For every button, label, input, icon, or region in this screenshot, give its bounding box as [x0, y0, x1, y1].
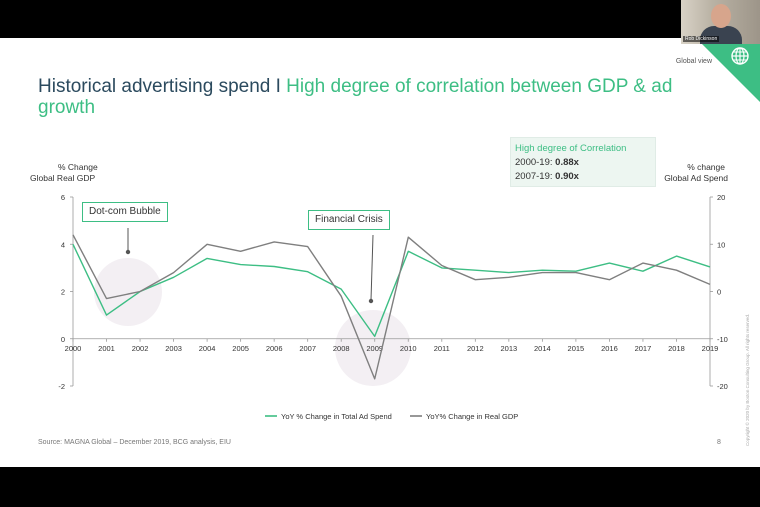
right-axis-label: % change Global Ad Spend — [652, 162, 728, 184]
x-tick-label: 2009 — [366, 344, 383, 353]
x-tick-label: 2005 — [232, 344, 249, 353]
x-tick-label: 2014 — [534, 344, 551, 353]
global-view-label: Global view — [675, 58, 712, 65]
correlation-row-2-value: 0.90x — [555, 171, 579, 182]
title-part2: High degree of correlation between GDP &… — [38, 76, 673, 118]
left-axis-label: % Change Global Real GDP — [30, 162, 98, 184]
x-tick-label: 2017 — [635, 344, 652, 353]
legend-gdp-label: YoY% Change in Real GDP — [426, 412, 518, 421]
left-axis-label-line2: Global Real GDP — [30, 173, 96, 183]
crisis-pointer-dot — [368, 298, 374, 304]
crisis-pointer-line — [370, 234, 374, 301]
x-tick-label: 2018 — [668, 344, 685, 353]
dotcom-pointer-dot — [125, 249, 131, 255]
correlation-row-2: 2007-19: 0.90x — [515, 171, 579, 182]
x-tick-label: 2001 — [98, 344, 115, 353]
x-tick-label: 2015 — [568, 344, 585, 353]
page-title: Historical advertising spend I High degr… — [38, 76, 698, 118]
correlation-box: High degree of Correlation 2000-19: 0.88… — [510, 137, 656, 187]
top-letterbox — [0, 0, 760, 38]
webcam-name: Rob Dickinson — [683, 36, 720, 42]
left-tick-label: 0 — [61, 335, 65, 344]
x-tick-label: 2008 — [333, 344, 350, 353]
slide: Global view Historical advertising spend… — [0, 38, 760, 467]
webcam-person-head — [711, 4, 731, 28]
right-axis-label-line2: Global Ad Spend — [664, 173, 728, 183]
gdp-series-line — [72, 234, 711, 380]
left-tick-label: 2 — [61, 288, 65, 297]
right-axis-label-line1: % change — [687, 162, 725, 172]
correlation-row-1: 2000-19: 0.88x — [515, 157, 579, 168]
x-tick-label: 2002 — [132, 344, 149, 353]
ad-spend-series-line — [72, 244, 711, 338]
x-tick-label: 2007 — [299, 344, 316, 353]
page-number: 8 — [717, 439, 721, 446]
x-tick-label: 2016 — [601, 344, 618, 353]
webcam-thumbnail: Rob Dickinson — [681, 0, 760, 44]
right-tick-label: 10 — [717, 240, 725, 249]
left-axis-label-line1: % Change — [58, 162, 98, 172]
x-tick-label: 2012 — [467, 344, 484, 353]
dotcom-highlight-circle — [94, 258, 162, 326]
title-part1: Historical advertising spend I — [38, 76, 281, 97]
right-tick-label: 0 — [717, 288, 721, 297]
correlation-row-1-label: 2000-19: — [515, 157, 553, 168]
correlation-row-1-value: 0.88x — [555, 157, 579, 168]
bottom-letterbox — [0, 467, 760, 507]
legend-ad-spend-label: YoY % Change in Total Ad Spend — [281, 412, 392, 421]
source-note: Source: MAGNA Global – December 2019, BC… — [38, 439, 231, 446]
corner-accent — [696, 38, 760, 102]
x-tick-label: 2013 — [500, 344, 517, 353]
x-tick-label: 2004 — [199, 344, 216, 353]
left-tick-label: 4 — [61, 240, 65, 249]
correlation-title: High degree of Correlation — [515, 143, 627, 154]
left-tick-label: 6 — [61, 193, 65, 202]
x-tick-label: 2011 — [434, 344, 450, 353]
x-tick-label: 2010 — [400, 344, 417, 353]
globe-icon — [731, 47, 749, 65]
x-tick-label: 2000 — [65, 344, 82, 353]
correlation-row-2-label: 2007-19: — [515, 171, 553, 182]
left-tick-label: -2 — [58, 382, 65, 391]
x-tick-label: 2019 — [702, 344, 719, 353]
right-tick-label: 20 — [717, 193, 725, 202]
x-tick-label: 2003 — [165, 344, 182, 353]
x-tick-label: 2006 — [266, 344, 283, 353]
right-tick-label: -20 — [717, 382, 728, 391]
financial-crisis-callout: Financial Crisis — [308, 210, 390, 230]
copyright-note: Copyright © 2020 by Boston Consulting Gr… — [745, 313, 750, 446]
dotcom-bubble-callout: Dot-com Bubble — [82, 202, 168, 222]
right-tick-label: -10 — [717, 335, 728, 344]
